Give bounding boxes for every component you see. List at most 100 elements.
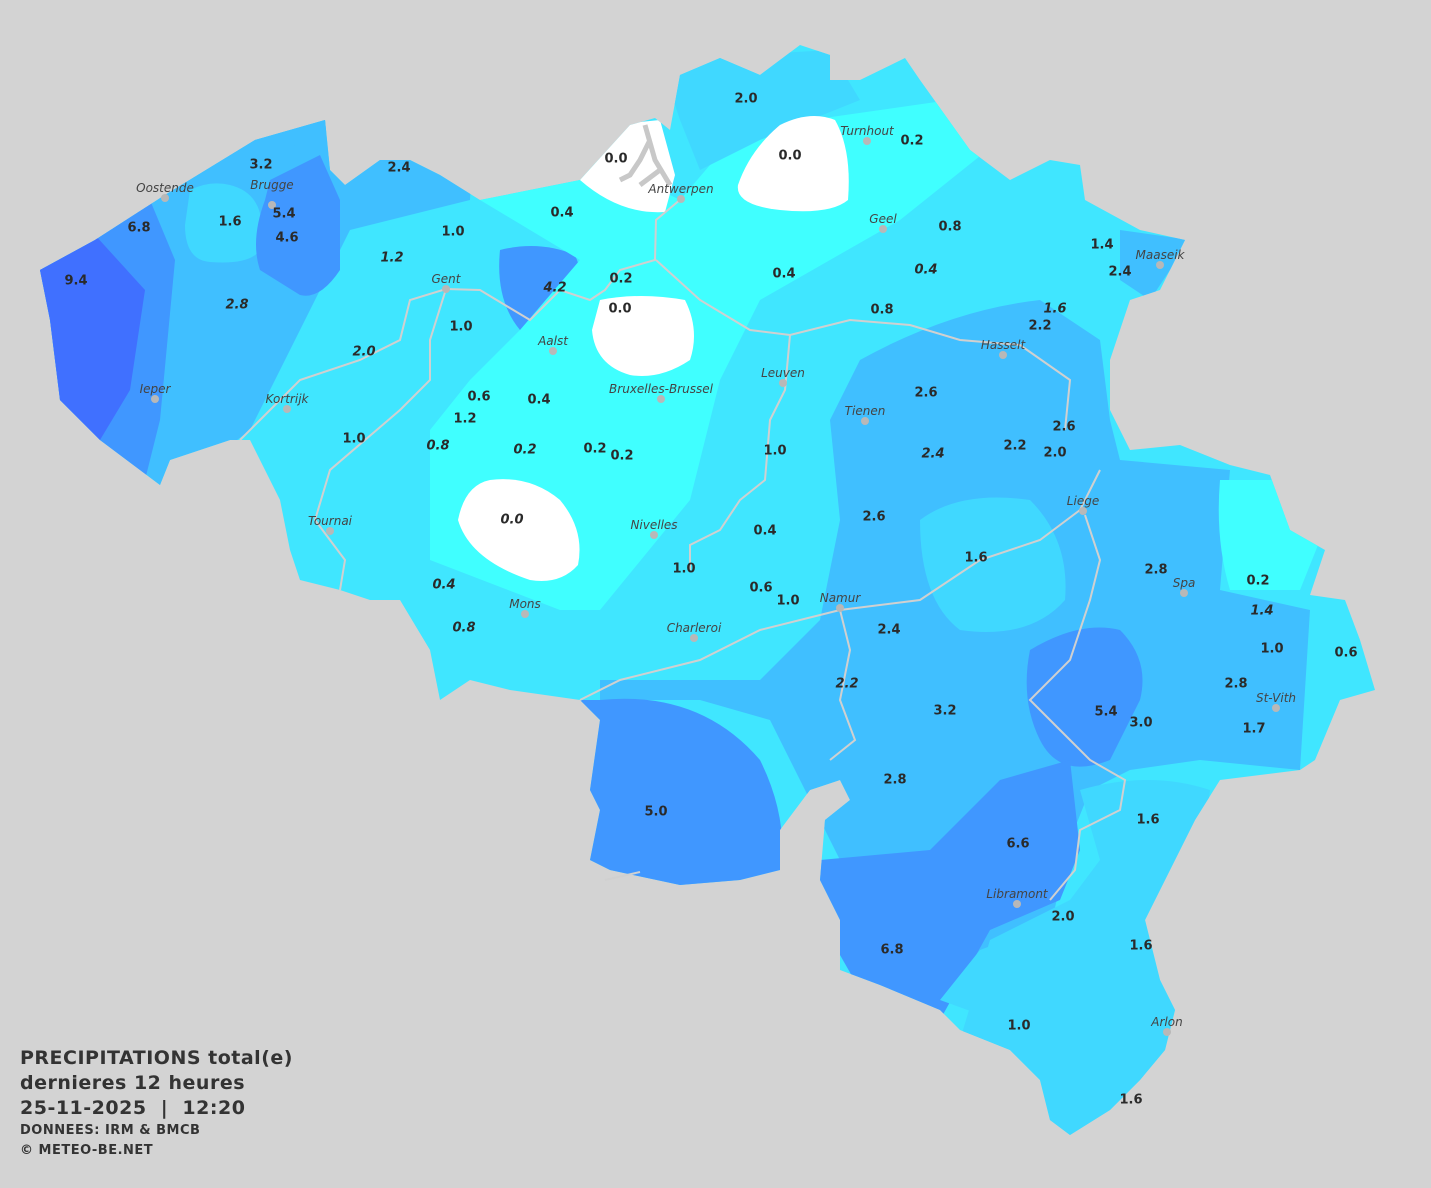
field-mid-maaseik — [1120, 230, 1190, 300]
precipitation-value: 9.4 — [64, 273, 88, 289]
precipitation-value: 1.0 — [1007, 1018, 1031, 1034]
precipitation-value: 2.0 — [1051, 909, 1075, 925]
field-zero-charleroi — [458, 479, 580, 581]
city-label: Oostende — [136, 181, 194, 195]
city-marker — [549, 347, 557, 355]
city-label: Charleroi — [666, 621, 722, 635]
precipitation-value: 0.8 — [426, 438, 450, 454]
field-very-low-center — [430, 100, 1000, 610]
city-label: Libramont — [986, 887, 1048, 901]
precipitation-value: 2.4 — [1108, 264, 1132, 280]
city-marker — [999, 351, 1007, 359]
precipitation-value: 5.4 — [1094, 704, 1118, 720]
precipitation-value: 2.0 — [734, 91, 758, 107]
city-label: Aalst — [538, 334, 568, 348]
legend-copyright: © METEO-BE.NET — [20, 1143, 154, 1158]
field-high-brugge — [256, 155, 340, 296]
city-marker — [161, 194, 169, 202]
city-marker — [1272, 704, 1280, 712]
river-demer — [655, 259, 1072, 431]
field-zero-turnhout — [737, 116, 849, 212]
precipitation-value: 3.2 — [249, 157, 273, 173]
precipitation-value: 2.2 — [1028, 318, 1052, 334]
city-marker — [1180, 589, 1188, 597]
precipitation-value: 1.0 — [672, 561, 696, 577]
city-marker — [879, 225, 887, 233]
precipitation-value: 1.7 — [1242, 721, 1266, 737]
precipitation-value: 1.0 — [763, 443, 787, 459]
city-marker — [836, 604, 844, 612]
city-label: Tienen — [844, 404, 886, 418]
city-marker — [1156, 261, 1164, 269]
precipitation-value: 0.4 — [772, 266, 796, 282]
field-high-chimay — [580, 698, 783, 890]
legend-datetime: 25-11-2025 | 12:20 — [20, 1097, 246, 1119]
city-marker — [1163, 1028, 1171, 1036]
precipitation-value: 2.8 — [883, 772, 907, 788]
city-label: Hasselt — [980, 338, 1026, 352]
precipitation-value: 3.2 — [933, 703, 957, 719]
antwerp-port — [618, 124, 673, 187]
precipitation-value: 1.2 — [380, 250, 404, 266]
precipitation-value: 6.8 — [880, 942, 904, 958]
precipitation-value: 0.4 — [914, 262, 938, 278]
precipitation-value: 0.4 — [753, 523, 777, 539]
precipitation-value: 1.4 — [1250, 603, 1274, 619]
precipitation-value: 0.2 — [513, 442, 537, 458]
city-marker — [268, 201, 276, 209]
precipitation-value: 2.4 — [387, 160, 411, 176]
field-high-stvith — [1026, 627, 1143, 767]
precipitation-value: 1.6 — [1136, 812, 1160, 828]
city-marker — [283, 405, 291, 413]
city-marker — [690, 634, 698, 642]
city-label: Antwerpen — [648, 182, 714, 196]
precipitation-value: 0.2 — [609, 271, 633, 287]
precipitation-value: 1.0 — [1260, 641, 1284, 657]
city-marker — [779, 379, 787, 387]
precipitation-value: 2.6 — [914, 385, 938, 401]
precipitation-value: 4.6 — [275, 230, 299, 246]
precipitation-value: 5.4 — [272, 206, 296, 222]
city-label: Nivelles — [630, 518, 678, 532]
city-label: Liege — [1066, 494, 1100, 508]
city-label: Arlon — [1151, 1015, 1183, 1029]
precipitation-value: 0.4 — [527, 392, 551, 408]
precipitation-value: 1.6 — [1129, 938, 1153, 954]
precipitation-value: 0.4 — [550, 205, 574, 221]
precipitation-value: 2.2 — [1003, 438, 1027, 454]
precipitation-value: 1.4 — [1090, 237, 1114, 253]
city-marker — [650, 531, 658, 539]
field-low-liege — [920, 497, 1066, 632]
map-legend: PRECIPITATIONS total(e) dernieres 12 heu… — [20, 1046, 293, 1161]
precipitation-value: 5.0 — [644, 804, 668, 820]
field-high-ardennes — [820, 760, 1080, 1020]
city-label: Kortrijk — [265, 392, 309, 406]
precipitation-value: 0.2 — [610, 448, 634, 464]
precipitation-value: 1.6 — [1119, 1092, 1143, 1108]
city-label: St-Vith — [1255, 691, 1297, 705]
precipitation-value: 0.6 — [749, 580, 773, 596]
river-viroin — [604, 871, 641, 881]
precipitation-value: 2.8 — [1224, 676, 1248, 692]
rivers — [239, 198, 1127, 901]
precipitation-value: 0.8 — [452, 620, 476, 636]
precipitation-value: 3.0 — [1129, 715, 1153, 731]
precipitation-value: 2.4 — [921, 446, 945, 462]
city-label: Bruxelles-Brussel — [609, 382, 713, 396]
city-marker — [1079, 507, 1087, 515]
precipitation-value: 1.0 — [342, 431, 366, 447]
precipitation-value: 0.0 — [604, 151, 628, 167]
city-label: Tournai — [307, 514, 353, 528]
precipitation-value: 4.2 — [543, 280, 567, 296]
city-marker — [326, 527, 334, 535]
precipitation-value: 2.4 — [877, 622, 901, 638]
precipitation-value: 0.0 — [778, 148, 802, 164]
city-label: Mons — [509, 597, 541, 611]
city-marker — [657, 395, 665, 403]
precipitation-value: 0.6 — [467, 389, 491, 405]
precipitation-value: 1.0 — [776, 593, 800, 609]
river-scheldt — [239, 198, 682, 441]
precipitation-value: 2.0 — [352, 344, 376, 360]
